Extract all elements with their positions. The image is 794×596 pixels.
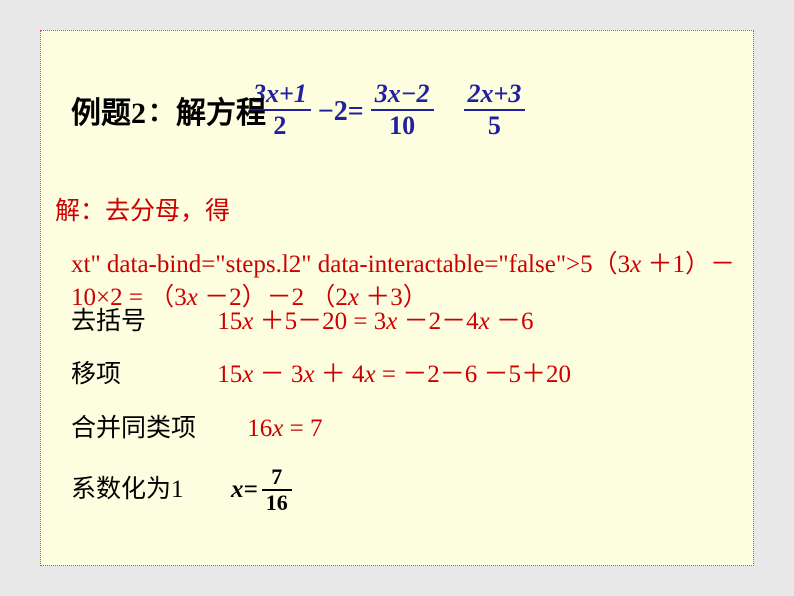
step-5: 合并同类项 16x = 7 [71, 413, 322, 446]
answer-num: 7 [267, 466, 286, 488]
frac1-den: 2 [269, 113, 290, 139]
frac2-den: 10 [385, 113, 419, 139]
step-4: 移项 15x － 3x ＋ 4x = －2－6 －5＋20 [71, 359, 571, 392]
slide: 例题2 ： 解方程 3x+1 2 −2= 3x−2 10 − 2x+3 5 解：… [40, 30, 754, 566]
answer-fraction: 7 16 [262, 466, 292, 514]
title-verb: 解方程 [176, 88, 266, 132]
example-label: 例题2 [71, 88, 146, 132]
step-5-expr: 16x = 7 [247, 415, 322, 442]
colon: ： [148, 92, 174, 129]
step-1-label: 解：去分母，得 [55, 196, 230, 229]
op1: −2= [318, 96, 364, 128]
step-5-label: 合并同类项 [71, 413, 211, 446]
fraction-2: 3x−2 10 [371, 81, 434, 139]
equation-main: 3x+1 2 −2= 3x−2 10 − 2x+3 5 [246, 81, 528, 139]
step-4-expr: 15x － 3x ＋ 4x = －2－6 －5＋20 [217, 361, 571, 388]
title-row: 例题2 ： 解方程 3x+1 2 −2= 3x−2 10 − 2x+3 5 [71, 81, 528, 139]
frac3-num: 2x+3 [468, 79, 522, 108]
step-2-te<span class=: x [71, 251, 84, 278]
step-6: 系数化为1 x= 7 16 [71, 466, 292, 514]
frac2-num: 3x−2 [375, 79, 430, 108]
frac3-den: 5 [484, 113, 505, 139]
step-4-label: 移项 [71, 359, 211, 392]
answer-den: 16 [262, 492, 292, 514]
step-6-label: 系数化为1 [71, 474, 211, 507]
step-3-label: 去括号 [71, 306, 211, 339]
answer-x: x= [231, 474, 258, 507]
step-2-expr: xt" data-bind="steps.l2" data-interactab… [71, 249, 753, 314]
step-3: 去括号 15x ＋5－20 = 3x －2－4x －6 [71, 306, 533, 339]
step-3-expr: 15x ＋5－20 = 3x －2－4x －6 [217, 308, 533, 335]
fraction-3: 2x+3 5 [464, 81, 526, 139]
